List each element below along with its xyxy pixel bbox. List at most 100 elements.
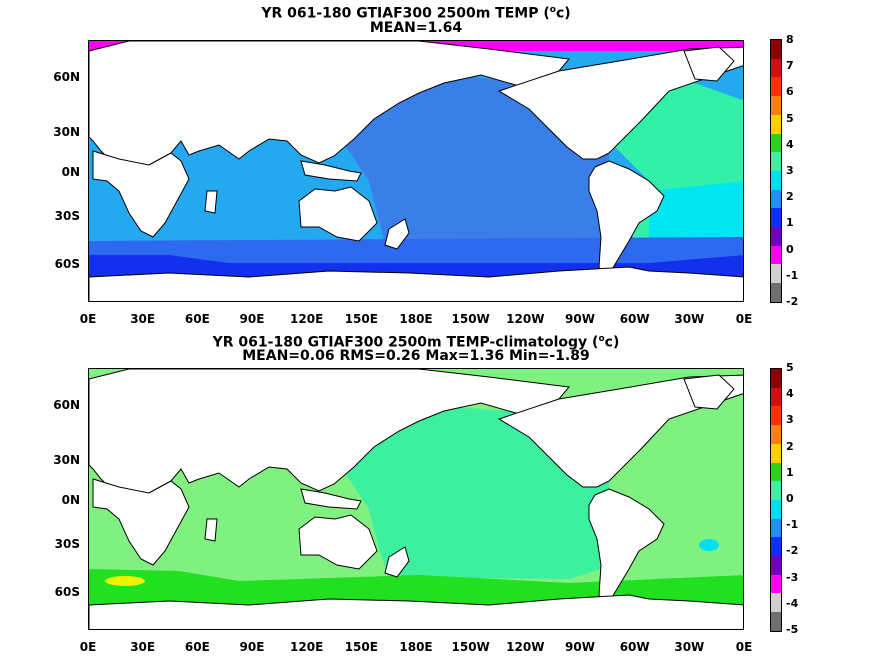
colorbar-swatch — [771, 369, 781, 388]
colorbar-swatch — [771, 574, 781, 594]
bottom-map-canvas — [89, 369, 743, 629]
colorbar-swatch — [771, 133, 781, 153]
madagascar-land — [204, 190, 218, 214]
colorbar-label: 3 — [786, 413, 794, 427]
lat-label: 60N — [53, 398, 80, 412]
lon-label: 0E — [79, 312, 97, 326]
colorbar-label: 3 — [786, 164, 794, 177]
lat-label: 30S — [54, 537, 80, 551]
lon-label: 30W — [674, 640, 705, 654]
colorbar-swatch — [771, 462, 781, 482]
lon-label: 60E — [184, 640, 210, 654]
lon-label: 150E — [344, 640, 378, 654]
colorbar-label: 0 — [786, 492, 794, 505]
indonesia-land — [300, 160, 362, 182]
warm-anomaly — [105, 576, 145, 586]
top-title: YR 061-180 GTIAF300 2500m TEMP (oc) — [261, 5, 571, 22]
colorbar-swatch — [771, 593, 781, 613]
australia-land — [298, 514, 378, 570]
lon-label: 0E — [79, 640, 97, 654]
colorbar-label: -1 — [786, 268, 799, 282]
colorbar-label: 1 — [786, 465, 794, 479]
lon-label: 180E — [399, 312, 433, 326]
colorbar-swatch — [771, 481, 781, 500]
colorbar-swatch — [771, 114, 781, 134]
greenland-land — [683, 46, 735, 82]
colorbar-swatch — [771, 96, 781, 115]
lon-label: 150W — [451, 640, 490, 654]
namerica-land — [497, 374, 743, 488]
africa-land — [92, 150, 190, 238]
colorbar-swatch — [771, 499, 781, 519]
colorbar-swatch — [771, 208, 781, 228]
australia-land — [298, 186, 378, 242]
top-colorbar — [770, 39, 782, 303]
colorbar-swatch — [771, 537, 781, 557]
bottom-map — [88, 368, 744, 630]
lon-label: 120W — [506, 640, 545, 654]
colorbar-swatch — [771, 612, 781, 631]
colorbar-label: 4 — [786, 137, 794, 151]
lon-label: 60E — [184, 312, 210, 326]
top-map-canvas — [89, 41, 743, 301]
pacific-anomaly — [309, 405, 609, 579]
lon-label: 30E — [130, 312, 156, 326]
top-mean-stat: MEAN=1.64 — [369, 20, 463, 36]
indonesia-land — [300, 488, 362, 510]
lon-label: 60W — [619, 640, 650, 654]
nz-land — [384, 218, 410, 250]
samerica-land — [588, 488, 665, 611]
colorbar-label: -1 — [786, 518, 799, 532]
southern-ocean-band — [89, 237, 743, 271]
colorbar-swatch — [771, 443, 781, 463]
colorbar-label: 4 — [786, 387, 794, 401]
colorbar-label: -3 — [786, 570, 799, 584]
lon-label: 180E — [399, 640, 433, 654]
colorbar-swatch — [771, 264, 781, 284]
lat-label: 0N — [61, 165, 80, 179]
lon-label: 30E — [130, 640, 156, 654]
colorbar-label: -2 — [786, 544, 799, 558]
bottom-stats: MEAN=0.06 RMS=0.26 Max=1.36 Min=-1.89 — [242, 348, 590, 364]
lon-label: 90E — [239, 640, 265, 654]
lat-label: 30S — [54, 209, 80, 223]
colorbar-swatch — [771, 518, 781, 538]
namerica-land — [497, 46, 743, 160]
colorbar-label: 6 — [786, 85, 794, 99]
cool-anomaly — [699, 539, 719, 551]
antarctica-land — [89, 594, 743, 629]
lon-label: 150W — [451, 312, 490, 326]
lat-label: 60S — [54, 257, 80, 271]
colorbar-label: 2 — [786, 190, 794, 204]
lon-label: 150E — [344, 312, 378, 326]
colorbar-label: 0 — [786, 242, 794, 256]
south-atlantic — [649, 181, 743, 255]
colorbar-swatch — [771, 189, 781, 209]
colorbar-label: -5 — [786, 623, 799, 636]
lon-label: 30W — [674, 312, 705, 326]
top-map — [88, 40, 744, 302]
samerica-land — [588, 160, 665, 283]
lat-label: 30N — [53, 453, 80, 467]
lon-label: 0E — [735, 640, 753, 654]
lon-label: 0E — [735, 312, 753, 326]
bottom-title: YR 061-180 GTIAF300 2500m TEMP-climatolo… — [212, 334, 620, 351]
colorbar-label: 1 — [786, 216, 794, 230]
colorbar-swatch — [771, 556, 781, 575]
greenland-land — [683, 374, 735, 410]
colorbar-label: 5 — [786, 361, 794, 374]
colorbar-label: -2 — [786, 295, 799, 308]
colorbar-swatch — [771, 387, 781, 407]
nz-land — [384, 546, 410, 578]
lon-label: 90E — [239, 312, 265, 326]
colorbar-swatch — [771, 77, 781, 97]
colorbar-swatch — [771, 40, 781, 59]
colorbar-swatch — [771, 152, 781, 171]
lon-label: 90W — [565, 640, 595, 654]
southern-anomaly — [89, 569, 743, 605]
lon-label: 120E — [290, 640, 324, 654]
colorbar-label: 7 — [786, 59, 794, 73]
bottom-colorbar — [770, 368, 782, 632]
pacific-ocean — [299, 71, 609, 261]
lon-label: 120E — [290, 312, 324, 326]
